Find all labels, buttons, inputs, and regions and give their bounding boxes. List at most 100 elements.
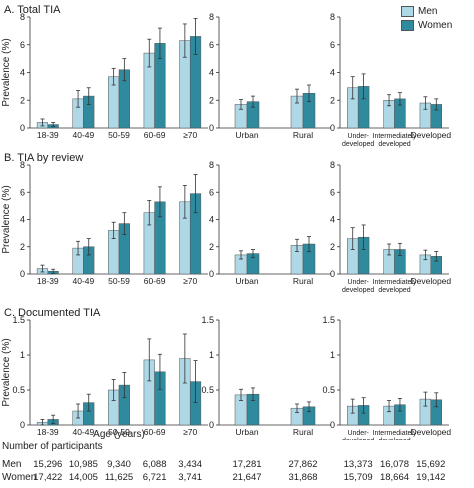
y-tick-label-0-1-0: 0: [209, 123, 214, 133]
x-tick-label-0-0-2-0: 50-59: [108, 130, 130, 140]
y-tick-label-1-2-4: 8: [330, 160, 335, 170]
legend: Men Women: [401, 4, 452, 32]
y-tick-label-2-2-3: 1.5: [322, 315, 335, 325]
y-tick-label-2-1-0: 0: [209, 420, 214, 430]
y-tick-label-0-1-3: 6: [209, 40, 214, 50]
y-tick-label-2-1-3: 1.5: [201, 315, 214, 325]
y-tick-label-1-0-3: 6: [20, 187, 25, 197]
y-tick-label-2-0-3: 1.5: [12, 315, 25, 325]
participants-cell-women-3: 6,721: [142, 472, 167, 483]
y-tick-label-0-1-2: 4: [209, 68, 214, 78]
x-tick-label-1-1-0-0: Urban: [235, 276, 258, 286]
x-tick-label-1-2-0-0: Under-: [347, 279, 369, 286]
participants-cell-men-9: 15,692: [416, 459, 446, 470]
panel-title-2: C. Documented TIA: [4, 307, 101, 319]
participants-cell-men-4: 3,434: [178, 459, 203, 470]
x-tick-label-0-1-1-0: Rural: [293, 130, 313, 140]
participants-cell-men-0: 15,296: [33, 459, 63, 470]
participants-cell-men-5: 17,281: [232, 459, 262, 470]
x-tick-label-0-0-0-0: 18-39: [37, 130, 59, 140]
participants-cell-women-1: 14,005: [68, 472, 98, 483]
y-tick-label-1-0-4: 8: [20, 160, 25, 170]
x-tick-label-2-0-0-0: 18-39: [37, 427, 59, 437]
y-tick-label-1-1-4: 8: [209, 160, 214, 170]
y-tick-label-2-2-2: 1: [330, 350, 335, 360]
legend-item-men: Men: [401, 4, 452, 18]
x-tick-label-1-0-1-0: 40-49: [73, 276, 95, 286]
participants-cell-women-5: 21,647: [232, 472, 262, 483]
participants-cell-men-2: 9,340: [107, 459, 131, 470]
panel-title-1: B. TIA by review: [4, 152, 83, 164]
x-tick-label-2-2-0-1: developed: [342, 438, 374, 440]
figure: A. Total TIA Prevalence (%) 0 2 4 6 8 18-39 40-4…: [1, 4, 452, 440]
y-tick-label-2-0-1: 0.5: [12, 385, 25, 395]
participants-cell-men-8: 16,078: [379, 459, 410, 470]
y-axis-label-1: Prevalence (%): [1, 185, 12, 253]
x-tick-label-2-2-1-0: Intermediately: [373, 430, 417, 437]
x-tick-label-2-1-0-0: Urban: [235, 427, 258, 437]
y-tick-label-1-1-1: 2: [209, 242, 214, 252]
x-tick-label-1-1-1-0: Rural: [293, 276, 313, 286]
x-tick-label-2-0-2-0: 50-59: [108, 427, 130, 437]
x-tick-label-0-1-0-0: Urban: [235, 130, 258, 140]
participants-cell-men-6: 27,862: [288, 459, 318, 470]
y-tick-label-1-0-0: 0: [20, 269, 25, 279]
participants-cell-men-7: 13,373: [343, 459, 373, 470]
x-tick-label-1-2-2-0: Developed: [411, 276, 452, 286]
y-tick-label-1-0-1: 2: [20, 242, 25, 252]
y-tick-label-0-0-4: 8: [20, 12, 25, 22]
x-tick-label-0-2-0-1: developed: [342, 141, 374, 148]
x-tick-label-1-0-2-0: 50-59: [108, 276, 130, 286]
panel-title-0: A. Total TIA: [4, 4, 61, 16]
x-tick-label-2-2-1-1: developed: [378, 438, 410, 440]
y-tick-label-1-2-1: 2: [330, 242, 335, 252]
x-tick-label-1-2-1-1: developed: [378, 287, 410, 294]
participants-row-label-men: Men: [2, 459, 22, 470]
y-tick-label-0-0-2: 4: [20, 68, 25, 78]
participants-row-label-women: Women: [2, 472, 37, 483]
x-tick-label-1-2-0-1: developed: [342, 287, 374, 294]
y-tick-label-1-1-0: 0: [209, 269, 214, 279]
participants-cell-women-7: 15,709: [343, 472, 373, 483]
x-tick-label-0-2-2-0: Developed: [411, 130, 452, 140]
y-tick-label-2-0-0: 0: [20, 420, 25, 430]
x-tick-label-0-2-1-1: developed: [378, 141, 410, 148]
x-tick-label-0-2-1-0: Intermediately: [373, 133, 417, 140]
y-axis-label-0: Prevalence (%): [1, 38, 12, 106]
participants-cell-women-4: 3,741: [178, 472, 203, 483]
legend-label-women: Women: [418, 19, 453, 31]
x-tick-label-0-0-4-0: ≥70: [183, 130, 197, 140]
y-tick-label-1-1-3: 6: [209, 187, 214, 197]
x-tick-label-2-1-1-0: Rural: [293, 427, 313, 437]
y-tick-label-0-2-3: 6: [330, 40, 335, 50]
y-tick-label-0-2-2: 4: [330, 68, 335, 78]
participants-cell-women-6: 31,868: [288, 472, 318, 483]
x-tick-label-1-2-1-0: Intermediately: [373, 279, 417, 286]
x-tick-label-2-2-0-0: Under-: [347, 430, 369, 437]
participants-cell-women-0: 17,422: [33, 472, 63, 483]
participants-cell-women-2: 11,625: [104, 472, 134, 483]
legend-swatch-women: [401, 19, 414, 31]
y-axis-label-2: Prevalence (%): [1, 338, 12, 406]
y-tick-label-0-1-1: 2: [209, 95, 214, 105]
x-axis-label-age: Age (years): [93, 429, 145, 440]
y-tick-label-2-2-0: 0: [330, 420, 335, 430]
y-tick-label-2-1-1: 0.5: [201, 385, 214, 395]
participants-title: Number of participants: [2, 441, 103, 452]
y-tick-label-1-2-0: 0: [330, 269, 335, 279]
participants-cell-women-8: 18,664: [379, 472, 410, 483]
y-tick-label-0-2-4: 8: [330, 12, 335, 22]
x-tick-label-1-0-3-0: 60-69: [144, 276, 166, 286]
y-tick-label-0-2-1: 2: [330, 95, 335, 105]
y-tick-label-2-2-1: 0.5: [322, 385, 335, 395]
participants-cell-women-9: 19,142: [416, 472, 446, 483]
y-tick-label-0-2-0: 0: [330, 123, 335, 133]
x-tick-label-1-0-4-0: ≥70: [183, 276, 197, 286]
y-tick-label-0-0-3: 6: [20, 40, 25, 50]
y-tick-label-0-1-4: 8: [209, 12, 214, 22]
y-tick-label-1-2-3: 6: [330, 187, 335, 197]
participants-table: Number of participants Men Women 15,296 1…: [2, 441, 472, 487]
y-tick-label-0-0-0: 0: [20, 123, 25, 133]
y-tick-label-1-2-2: 4: [330, 215, 335, 225]
x-tick-label-1-0-0-0: 18-39: [37, 276, 59, 286]
